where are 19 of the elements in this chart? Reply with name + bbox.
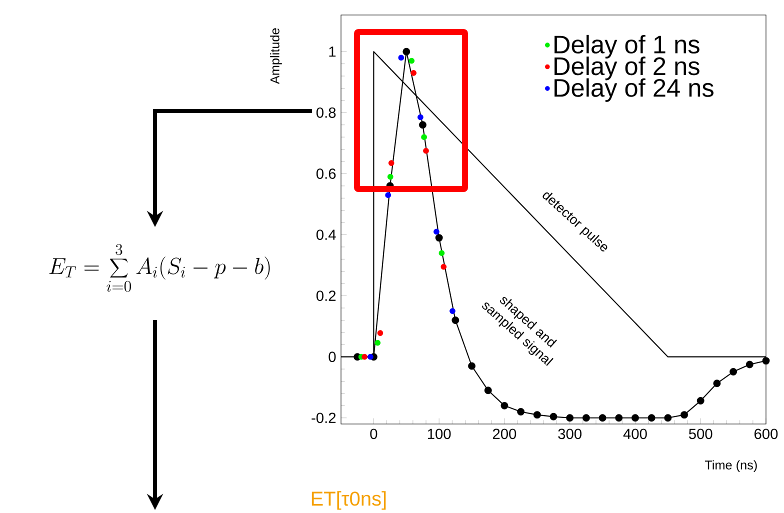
text: ET[τ0ns] — [312, 491, 386, 510]
x-tick-label: 300 — [558, 428, 582, 440]
x-tick-label: 200 — [492, 428, 516, 440]
y-tick-label: 0.4 — [316, 230, 336, 240]
y-tick-label: 0.6 — [316, 168, 336, 179]
text: $E_T = \sum_{i=0}^{3} A_i(S_i - p - b)$ — [49, 244, 270, 292]
legend-label: Delay of 24 ns — [554, 78, 714, 102]
x-tick-label: 0 — [370, 428, 378, 440]
y-tick-label: 1 — [329, 46, 336, 57]
x-tick-label: 100 — [428, 428, 451, 440]
y-tick-label: -0.2 — [312, 412, 336, 424]
x-tick-label: 400 — [623, 428, 647, 440]
x-tick-label: 600 — [754, 428, 778, 440]
y-tick-label: 0.2 — [316, 290, 336, 301]
y-tick-label: 0 — [328, 352, 336, 362]
y-tick-label: 0.8 — [316, 107, 336, 118]
x-axis-title: Time (ns) — [704, 460, 757, 472]
x-tick-label: 500 — [688, 428, 712, 440]
y-axis-title: Amplitude — [270, 28, 282, 84]
